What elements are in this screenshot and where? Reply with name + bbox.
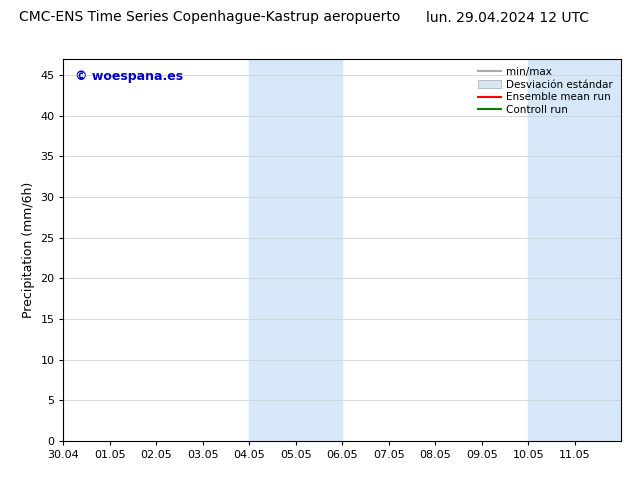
Text: lun. 29.04.2024 12 UTC: lun. 29.04.2024 12 UTC <box>425 10 589 24</box>
Bar <box>528 59 621 441</box>
Text: CMC-ENS Time Series Copenhague-Kastrup aeropuerto: CMC-ENS Time Series Copenhague-Kastrup a… <box>18 10 400 24</box>
Text: © woespana.es: © woespana.es <box>75 70 183 83</box>
Legend: min/max, Desviación estándar, Ensemble mean run, Controll run: min/max, Desviación estándar, Ensemble m… <box>475 64 616 118</box>
Bar <box>249 59 342 441</box>
Y-axis label: Precipitation (mm/6h): Precipitation (mm/6h) <box>22 182 35 318</box>
